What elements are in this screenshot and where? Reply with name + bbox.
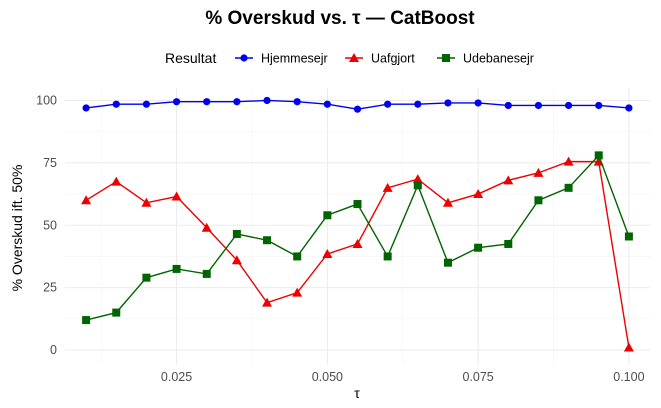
series-hjemmesejr [82, 96, 633, 113]
data-point [443, 258, 452, 267]
legend-label: Uafgjort [371, 52, 415, 66]
data-point [564, 183, 573, 192]
legend: Resultat Hjemmesejr Uafgjort Udebanesejr [165, 50, 534, 66]
data-point [142, 100, 151, 108]
data-point [534, 101, 543, 110]
data-point [81, 195, 92, 205]
data-point [262, 297, 273, 307]
legend-title: Resultat [165, 50, 216, 66]
data-point [504, 239, 513, 248]
y-tick-label: 75 [43, 156, 57, 170]
data-point [534, 196, 543, 205]
data-point [263, 236, 272, 245]
x-tick-label: 0.075 [462, 370, 493, 384]
data-point [504, 101, 512, 110]
data-point [82, 104, 90, 112]
data-point [142, 273, 151, 282]
data-point [202, 269, 211, 278]
series-layer [81, 96, 634, 352]
data-point [594, 151, 603, 160]
data-point [444, 99, 452, 107]
series-line [85, 154, 630, 321]
legend-label: Udebanesejr [463, 52, 534, 66]
data-point [564, 101, 573, 110]
series-uafgjort [81, 156, 634, 352]
data-point [171, 191, 182, 201]
data-point [203, 98, 211, 106]
x-tick-label: 0.100 [613, 370, 644, 384]
data-point [141, 197, 152, 207]
data-point [172, 264, 181, 273]
data-point [352, 238, 363, 248]
y-tick-label: 25 [43, 281, 57, 295]
data-point [442, 197, 453, 207]
data-point [503, 175, 514, 185]
data-point [383, 252, 392, 261]
data-point [323, 211, 332, 220]
data-point [474, 243, 483, 252]
data-point [293, 98, 301, 106]
x-tick-label: 0.050 [312, 370, 343, 384]
x-tick-label: 0.025 [161, 370, 192, 384]
data-point [474, 99, 482, 107]
chart-title: % Overskud vs. τ — CatBoost [205, 8, 475, 29]
grid [65, 88, 650, 365]
data-point [231, 255, 242, 265]
x-axis-title: τ [354, 385, 360, 401]
data-point [473, 189, 484, 199]
data-point [353, 105, 362, 113]
data-point [414, 100, 422, 108]
data-point [382, 182, 393, 192]
data-point [353, 200, 362, 209]
legend-entry: Udebanesejr [437, 52, 534, 66]
data-point [232, 229, 241, 238]
y-tick-label: 0 [50, 343, 57, 357]
data-point [111, 176, 122, 186]
data-point [413, 181, 422, 190]
legend-key-marker [240, 54, 248, 62]
data-point [412, 174, 423, 184]
y-axis-title: % Overskud ift. 50% [9, 165, 25, 292]
series-line [85, 160, 630, 348]
data-point [292, 287, 303, 297]
x-tick-labels: 0.025 0.050 0.075 0.100 [161, 370, 645, 384]
legend-label: Hjemmesejr [261, 52, 328, 66]
data-point [172, 98, 181, 106]
data-point [201, 222, 212, 232]
data-point [233, 98, 241, 106]
data-point [82, 316, 91, 325]
legend-entry: Uafgjort [345, 52, 415, 66]
data-point [595, 101, 603, 110]
series-udebanesejr [82, 151, 633, 325]
y-tick-labels: 0 25 50 75 100 [36, 93, 57, 357]
data-point [624, 232, 633, 241]
data-point [263, 96, 271, 105]
y-tick-label: 50 [43, 218, 57, 232]
data-point [625, 104, 633, 112]
legend-entry: Hjemmesejr [235, 52, 328, 66]
data-point [293, 252, 302, 261]
data-point [322, 248, 333, 258]
y-tick-label: 100 [36, 93, 57, 107]
data-point [384, 100, 392, 108]
data-point [112, 308, 121, 317]
data-point [112, 100, 120, 108]
legend-key-marker [349, 53, 359, 62]
legend-key-marker [442, 54, 450, 62]
data-point [623, 342, 634, 352]
data-point [533, 167, 544, 177]
data-point [323, 100, 331, 108]
data-point [563, 156, 574, 166]
